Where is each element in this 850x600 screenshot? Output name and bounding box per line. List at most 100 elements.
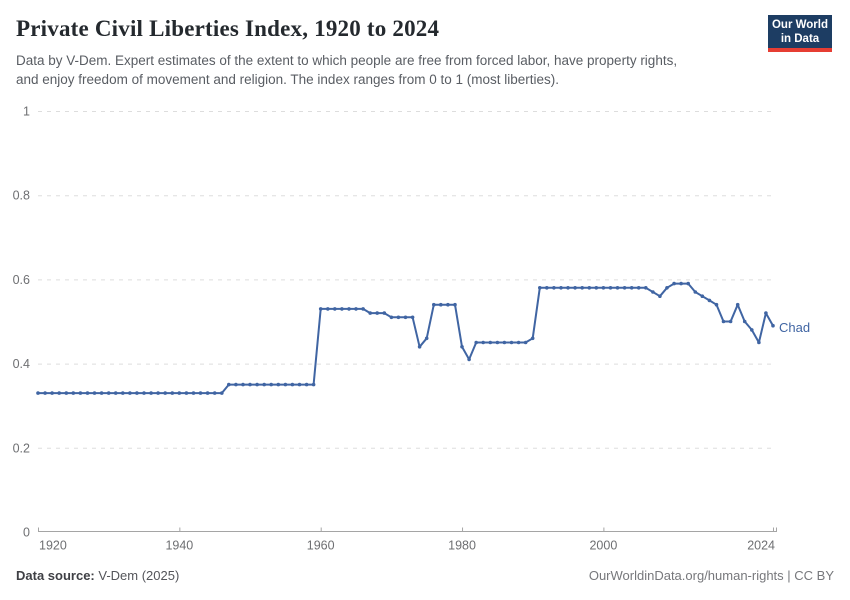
data-point[interactable]	[594, 286, 599, 290]
data-point[interactable]	[644, 286, 648, 290]
data-point[interactable]	[234, 382, 238, 387]
data-point[interactable]	[318, 307, 323, 311]
data-point[interactable]	[121, 391, 125, 395]
data-point[interactable]	[615, 286, 620, 290]
data-point[interactable]	[304, 382, 309, 387]
series-line-chad[interactable]	[37, 282, 774, 395]
data-point[interactable]	[601, 286, 606, 290]
data-point[interactable]	[636, 286, 641, 290]
data-point[interactable]	[516, 340, 521, 345]
data-point[interactable]	[764, 311, 768, 315]
data-point[interactable]	[580, 286, 584, 290]
data-point[interactable]	[523, 340, 528, 345]
data-point[interactable]	[417, 345, 422, 349]
data-point[interactable]	[50, 391, 54, 395]
data-point[interactable]	[36, 391, 40, 395]
data-point[interactable]	[297, 382, 302, 387]
data-point[interactable]	[326, 307, 330, 311]
data-point[interactable]	[198, 391, 203, 395]
data-point[interactable]	[170, 391, 175, 395]
data-point[interactable]	[714, 302, 719, 307]
data-point[interactable]	[177, 391, 182, 395]
data-point[interactable]	[608, 286, 613, 290]
data-point[interactable]	[446, 302, 450, 307]
data-point[interactable]	[57, 391, 61, 395]
data-point[interactable]	[424, 336, 429, 341]
data-point[interactable]	[439, 302, 443, 307]
data-point[interactable]	[212, 391, 217, 395]
data-point[interactable]	[396, 315, 401, 320]
data-point[interactable]	[78, 391, 83, 395]
data-point[interactable]	[43, 391, 47, 395]
data-point[interactable]	[672, 281, 676, 286]
data-point[interactable]	[311, 382, 316, 387]
data-point[interactable]	[495, 340, 500, 345]
data-point[interactable]	[354, 307, 358, 311]
data-point[interactable]	[573, 286, 577, 290]
data-point[interactable]	[142, 391, 146, 395]
data-point[interactable]	[333, 307, 337, 311]
data-point[interactable]	[184, 391, 189, 395]
owid-logo[interactable]: Our World in Data	[768, 15, 832, 52]
data-point[interactable]	[85, 391, 90, 395]
data-point[interactable]	[566, 286, 570, 290]
data-point[interactable]	[509, 340, 514, 345]
data-point[interactable]	[700, 294, 705, 299]
data-point[interactable]	[361, 307, 365, 311]
data-point[interactable]	[403, 315, 408, 320]
data-point[interactable]	[693, 290, 698, 294]
data-point[interactable]	[255, 382, 259, 387]
data-point[interactable]	[149, 391, 153, 395]
data-point[interactable]	[721, 319, 726, 324]
data-point[interactable]	[587, 286, 592, 290]
data-point[interactable]	[99, 391, 104, 395]
data-point[interactable]	[156, 391, 160, 395]
data-point[interactable]	[735, 302, 740, 307]
data-point[interactable]	[530, 336, 535, 341]
data-point[interactable]	[163, 391, 167, 395]
data-point[interactable]	[375, 311, 380, 315]
data-point[interactable]	[389, 315, 394, 320]
data-point[interactable]	[460, 345, 464, 349]
data-point[interactable]	[651, 290, 655, 294]
data-point[interactable]	[220, 391, 224, 395]
data-point[interactable]	[340, 307, 344, 311]
data-point[interactable]	[707, 298, 712, 303]
data-point[interactable]	[481, 340, 486, 345]
data-point[interactable]	[742, 319, 747, 324]
data-point[interactable]	[686, 281, 690, 286]
data-point[interactable]	[658, 294, 662, 299]
data-point[interactable]	[128, 391, 132, 395]
data-point[interactable]	[382, 311, 387, 315]
data-point[interactable]	[453, 302, 457, 307]
data-point[interactable]	[241, 382, 245, 387]
data-point[interactable]	[622, 286, 627, 290]
data-point[interactable]	[757, 340, 761, 345]
data-point[interactable]	[290, 382, 295, 387]
data-point[interactable]	[488, 340, 493, 345]
data-point[interactable]	[545, 286, 549, 290]
data-point[interactable]	[283, 382, 288, 387]
data-point[interactable]	[92, 391, 97, 395]
data-point[interactable]	[113, 391, 118, 395]
credit-link[interactable]: OurWorldinData.org/human-rights | CC BY	[588, 568, 834, 583]
data-point[interactable]	[368, 311, 373, 315]
data-point[interactable]	[227, 382, 231, 387]
data-point[interactable]	[262, 382, 267, 387]
data-point[interactable]	[347, 307, 351, 311]
data-point[interactable]	[538, 286, 542, 290]
data-point[interactable]	[106, 391, 111, 395]
data-point[interactable]	[502, 340, 507, 345]
data-point[interactable]	[665, 286, 669, 290]
data-point[interactable]	[629, 286, 634, 290]
data-point[interactable]	[559, 286, 563, 290]
data-point[interactable]	[71, 391, 76, 395]
data-point[interactable]	[552, 286, 556, 290]
data-point[interactable]	[276, 382, 281, 387]
series-label-chad[interactable]: Chad	[779, 320, 811, 335]
data-point[interactable]	[135, 391, 139, 395]
data-point[interactable]	[750, 328, 754, 332]
data-point[interactable]	[410, 315, 415, 320]
data-point[interactable]	[64, 391, 69, 395]
data-point[interactable]	[771, 323, 775, 328]
